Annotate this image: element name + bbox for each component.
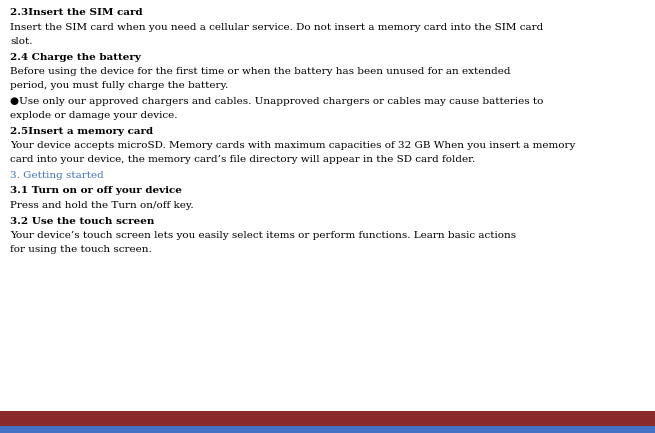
Text: Your device’s touch screen lets you easily select items or perform functions. Le: Your device’s touch screen lets you easi… <box>10 231 516 240</box>
Text: 3.1 Turn on or off your device: 3.1 Turn on or off your device <box>10 186 182 195</box>
Text: 2.4 Charge the battery: 2.4 Charge the battery <box>10 52 141 61</box>
Text: explode or damage your device.: explode or damage your device. <box>10 111 178 120</box>
Bar <box>0 411 655 426</box>
Text: 3. Getting started: 3. Getting started <box>10 171 103 181</box>
Bar <box>0 426 655 433</box>
Text: Insert the SIM card when you need a cellular service. Do not insert a memory car: Insert the SIM card when you need a cell… <box>10 23 543 32</box>
Text: period, you must fully charge the battery.: period, you must fully charge the batter… <box>10 81 228 90</box>
Text: 2.3Insert the SIM card: 2.3Insert the SIM card <box>10 8 143 17</box>
Text: 3.2 Use the touch screen: 3.2 Use the touch screen <box>10 216 155 226</box>
Text: slot.: slot. <box>10 36 33 45</box>
Text: Press and hold the Turn on/off key.: Press and hold the Turn on/off key. <box>10 200 194 210</box>
Text: for using the touch screen.: for using the touch screen. <box>10 245 152 254</box>
Text: Your device accepts microSD. Memory cards with maximum capacities of 32 GB When : Your device accepts microSD. Memory card… <box>10 142 575 151</box>
Text: card into your device, the memory card’s file directory will appear in the SD ca: card into your device, the memory card’s… <box>10 155 476 165</box>
Text: 2.5Insert a memory card: 2.5Insert a memory card <box>10 127 153 136</box>
Text: Before using the device for the first time or when the battery has been unused f: Before using the device for the first ti… <box>10 67 510 76</box>
Text: ●Use only our approved chargers and cables. Unapproved chargers or cables may ca: ●Use only our approved chargers and cabl… <box>10 97 544 106</box>
